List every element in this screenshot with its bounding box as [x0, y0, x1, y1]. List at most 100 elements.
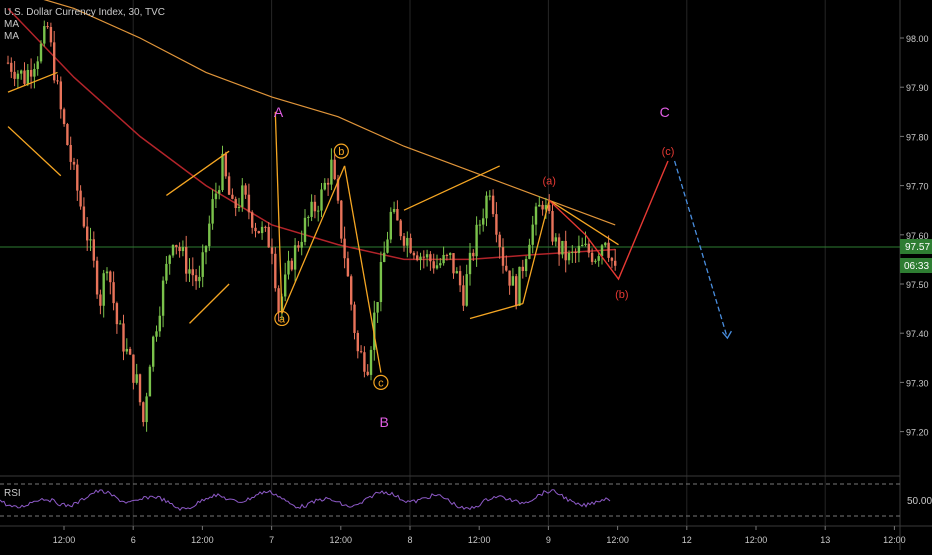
candle-body: [274, 253, 277, 289]
candle-body: [178, 247, 181, 252]
candle-body: [158, 315, 161, 332]
candle-body: [505, 265, 508, 271]
candle-body: [155, 331, 158, 337]
candle-body: [82, 206, 86, 227]
candle-body: [581, 244, 584, 246]
countdown-badge: 06:33: [900, 258, 932, 273]
candle-body: [359, 351, 363, 353]
candle-body: [336, 179, 340, 201]
candle-body: [300, 241, 303, 248]
candle-body: [46, 26, 49, 28]
y-tick-label: 98.00: [906, 34, 929, 44]
candle-body: [594, 260, 597, 262]
candle-body: [165, 263, 168, 281]
candle-body: [534, 206, 538, 225]
chart-title: U.S. Dollar Currency Index, 30, TVC: [4, 7, 165, 18]
pattern-trendline: [403, 165, 500, 211]
candle-body: [356, 332, 359, 352]
candle-body: [125, 348, 128, 352]
candle-body: [152, 336, 155, 367]
candle-body: [521, 266, 524, 272]
x-tick-label: 7: [269, 535, 274, 545]
candle-body: [287, 260, 290, 275]
candle-body: [224, 153, 227, 177]
candle-body: [168, 255, 171, 264]
candle-body: [234, 198, 237, 209]
candle-body: [614, 260, 617, 266]
candle-body: [432, 261, 435, 269]
candle-body: [455, 271, 458, 274]
y-tick-label: 97.80: [906, 132, 929, 142]
candle-body: [590, 252, 594, 262]
candle-body: [452, 253, 455, 274]
candle-body: [267, 226, 270, 248]
candle-body: [33, 68, 36, 77]
candle-body: [333, 159, 336, 180]
candle-body: [293, 245, 297, 270]
candle-body: [132, 354, 135, 383]
candle-body: [221, 153, 224, 191]
rsi-pane: RSI 50.00: [0, 483, 932, 517]
candle-body: [244, 185, 247, 195]
candle-body: [498, 234, 501, 248]
candle-body: [72, 161, 76, 165]
candle-body: [86, 226, 89, 241]
candle-body: [567, 252, 571, 261]
candle-body: [386, 239, 389, 253]
candle-body: [99, 294, 102, 306]
x-tick-label: 12:00: [468, 535, 491, 545]
candlesticks: [6, 20, 617, 432]
candle-body: [297, 245, 300, 248]
candle-body: [145, 396, 148, 423]
candle-body: [518, 266, 521, 306]
x-tick-label: 6: [131, 535, 136, 545]
candle-body: [435, 265, 439, 269]
candle-body: [326, 182, 330, 185]
candle-body: [406, 237, 409, 246]
candle-body: [171, 245, 175, 256]
candle-body: [218, 190, 221, 194]
pattern-trendline: [7, 126, 62, 177]
candle-body: [290, 260, 293, 270]
candle-body: [468, 252, 472, 275]
time-axis: 12:00 6 12:00 7 12:00 8 12:00 9 12:00 12 12:00 13 12…: [53, 526, 906, 545]
candle-body: [26, 69, 29, 84]
projection-arrowhead: [721, 330, 732, 340]
wave-label: b: [338, 146, 344, 158]
candle-body: [36, 61, 39, 69]
candle-body: [16, 73, 20, 79]
candle-body: [485, 195, 488, 219]
candle-body: [383, 252, 386, 262]
candle-body: [122, 323, 125, 352]
y-tick-label: 97.20: [906, 428, 929, 438]
candle-body: [389, 211, 392, 240]
wave-labels: Aa b c B (a) (b) (c) C: [274, 104, 674, 430]
candle-body: [43, 26, 46, 44]
candle-body: [363, 352, 366, 372]
wave-label: (b): [615, 289, 628, 301]
candle-body: [551, 210, 554, 242]
candle-body: [211, 199, 214, 224]
candle-body: [284, 274, 287, 297]
candle-body: [138, 374, 142, 403]
candle-body: [369, 349, 373, 375]
candle-body: [92, 239, 95, 261]
pattern-trendline: [522, 200, 550, 304]
candle-body: [561, 240, 564, 255]
candle-body: [20, 70, 23, 74]
candle-body: [422, 256, 425, 258]
candle-body: [161, 280, 165, 316]
candle-body: [346, 258, 350, 277]
candle-body: [478, 224, 482, 226]
wave-label-circle: [333, 143, 349, 159]
candle-body: [574, 251, 577, 253]
candle-body: [396, 208, 399, 221]
candle-body: [488, 195, 491, 197]
candle-body: [13, 71, 16, 79]
candle-body: [409, 237, 412, 253]
candle-body: [23, 70, 26, 84]
countdown-value: 06:33: [904, 261, 929, 272]
candle-body: [59, 81, 62, 110]
pattern-trendline: [166, 150, 230, 196]
